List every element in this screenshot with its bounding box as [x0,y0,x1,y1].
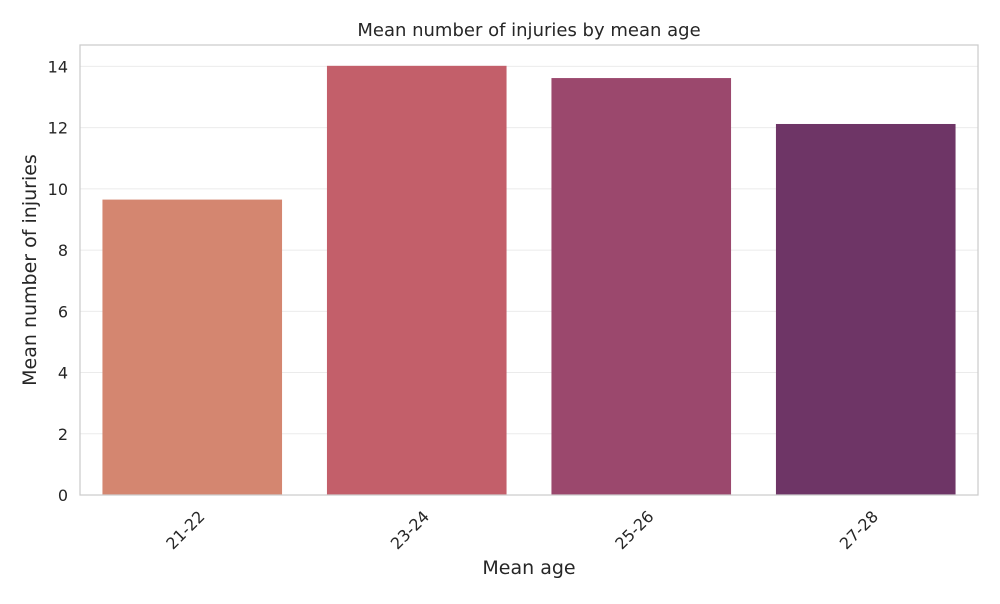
y-axis-label: Mean number of injuries [19,154,41,386]
y-tick-label: 0 [58,486,68,505]
bar-23-24 [326,65,507,495]
chart-title: Mean number of injuries by mean age [357,20,700,41]
y-tick-label: 14 [48,57,68,76]
bar-21-22 [102,199,283,495]
y-tick-labels: 0 2 4 6 8 10 12 14 [48,57,68,505]
y-tick-label: 8 [58,241,68,260]
y-tick-label: 6 [58,302,68,321]
x-axis-label: Mean age [482,557,575,579]
x-tick-labels: 21-22 23-24 25-26 27-28 [162,507,882,553]
x-tick-label: 27-28 [836,507,882,553]
bar-27-28 [775,123,956,496]
y-tick-label: 4 [58,364,68,383]
x-tick-label: 25-26 [611,507,657,553]
x-tick-label: 23-24 [387,507,433,553]
plot-frame [79,44,979,496]
y-tick-label: 10 [48,180,68,199]
bar-25-26 [551,78,732,496]
bars [102,65,956,496]
y-tick-label: 12 [48,119,68,138]
x-tick-label: 21-22 [162,507,208,553]
y-tick-label: 2 [58,425,68,444]
